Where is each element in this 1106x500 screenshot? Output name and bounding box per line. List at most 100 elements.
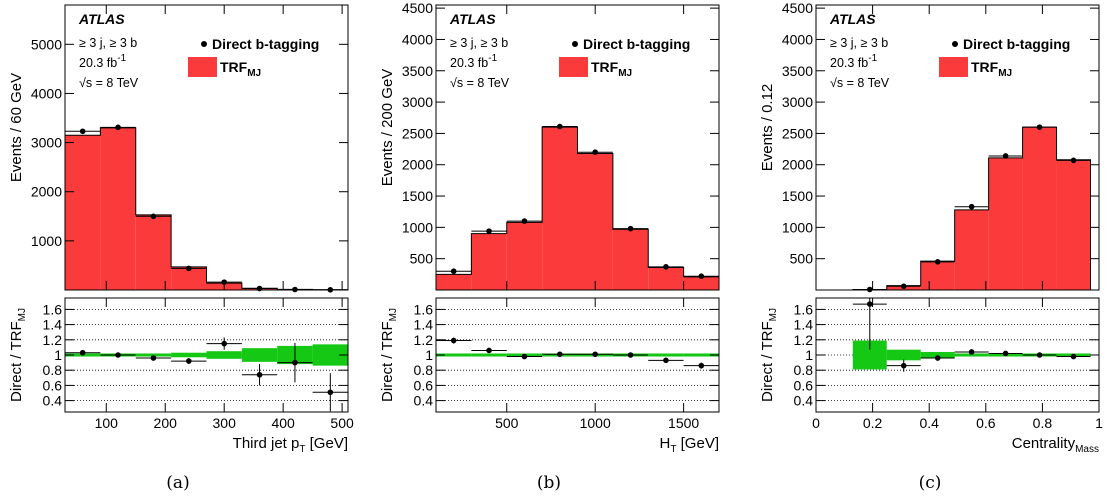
ratio-label-sub: MJ [768, 308, 779, 321]
data-point [934, 259, 941, 265]
energy-value: = 8 TeV [92, 76, 139, 90]
ratio-panel: 0.40.60.811.21.41.6 500 1000 1500 Direct / T… [379, 297, 720, 431]
data-point [968, 203, 975, 210]
legend-mc-swatch [188, 57, 217, 77]
data-points [436, 123, 719, 280]
mc-bar [954, 209, 989, 290]
x-tick-label: 400 [271, 415, 295, 431]
data-point [557, 123, 563, 130]
main-plot-frame [815, 4, 1100, 291]
x-tick-label: 100 [95, 415, 119, 431]
ratio-label-main: Direct / TRF [759, 321, 776, 402]
ratio-point [150, 355, 157, 361]
ratio-uncertainty-band [683, 353, 719, 357]
ratio-y-tick-label: 0.8 [43, 362, 63, 378]
ratio-uncertainty-band [135, 353, 172, 357]
energy-root: √s [79, 76, 92, 90]
ratio-point [627, 352, 634, 358]
x-label-sub: Mass [1075, 444, 1099, 455]
legend-mc-sub: MJ [998, 68, 1012, 79]
ratio-y-tick-label: 0.4 [794, 393, 814, 409]
legend-data-label: Direct b-tagging [212, 36, 319, 52]
ratio-point [900, 362, 907, 369]
ratio-point [221, 340, 227, 347]
panel-caption: (c) [919, 473, 942, 493]
panel-caption: (a) [166, 473, 189, 493]
mc-bar [100, 127, 136, 291]
ratio-uncertainty-band [312, 344, 348, 366]
x-tick-label: 0.4 [919, 415, 939, 431]
ratio-point [698, 362, 705, 369]
mc-outline [435, 126, 720, 290]
legend-data-label: Direct b-tagging [963, 36, 1070, 52]
legend-mc-main: TRF [971, 59, 999, 75]
ratio-uncertainty-band [648, 353, 684, 357]
ratio-label-sub: MJ [388, 308, 399, 321]
ratio-axis-label: Direct / TRFMJ [379, 308, 399, 402]
legend-mc-sub: MJ [618, 68, 632, 79]
legend-mc-label: TRFMJ [971, 59, 1012, 79]
legend-mc-main: TRF [591, 59, 619, 75]
panel-b: 50010001500200025003000350040004500Event… [379, 0, 720, 493]
ratio-uncertainty-band [471, 353, 507, 357]
y-tick-label: 3500 [402, 63, 433, 79]
x-tick-label: 1000 [580, 415, 611, 431]
mc-outline [852, 126, 1092, 291]
energy-value: = 8 TeV [843, 76, 890, 90]
ratio-y-tick-label: 1.2 [794, 332, 814, 348]
main-plot-frame [435, 4, 720, 291]
ratio-panel: 0.40.60.811.21.41.6 100 200 300 400 500 Direct… [8, 297, 354, 431]
luminosity-value: 20.3 fb [79, 56, 117, 70]
mc-bar [436, 274, 472, 290]
x-label-unit: [GeV] [676, 435, 719, 452]
data-point [486, 228, 492, 234]
y-tick-label: 4000 [782, 31, 813, 47]
data-points [852, 124, 1091, 293]
ratio-y-tick-label: 1.6 [414, 301, 434, 317]
luminosity-value: 20.3 fb [830, 56, 868, 70]
mc-bar [65, 135, 101, 290]
x-label-sub: T [670, 444, 676, 455]
ratio-axis-label: Direct / TRFMJ [8, 308, 28, 402]
ratio-y-tick-label: 1 [54, 347, 62, 363]
ratio-y-tick-label: 0.6 [414, 377, 434, 393]
energy-root: √s [450, 76, 463, 90]
energy-label: √s = 8 TeV [450, 76, 510, 90]
ratio-point [934, 355, 941, 361]
ratio-point [1036, 352, 1043, 358]
y-axis-label: Events / 200 GeV [379, 69, 396, 187]
ratio-y-tick-label: 1.4 [414, 317, 434, 333]
x-axis-label: CentralityMass [1012, 435, 1099, 455]
ratio-uncertainty-band [954, 353, 989, 357]
data-point [866, 286, 873, 293]
mc-bar [920, 261, 955, 290]
mc-histogram [64, 127, 349, 291]
y-tick-label: 1000 [402, 219, 433, 235]
x-axis-label: Third jet pT [GeV] [233, 435, 348, 455]
x-label-sub: T [299, 444, 305, 455]
x-label-main: Third jet p [233, 435, 300, 452]
data-point [450, 268, 457, 275]
legend-data-marker [572, 41, 578, 47]
panel-c: 500 1000 1500 2000 2500 3000 3500 4000 4500 Event… [759, 0, 1103, 493]
luminosity-exponent: -1 [868, 53, 877, 64]
mc-bar [542, 127, 578, 291]
mc-bar [988, 157, 1023, 290]
ratio-y-tick-label: 0.8 [414, 362, 434, 378]
y-tick-label: 3000 [31, 135, 62, 151]
legend-mc-main: TRF [220, 59, 248, 75]
y-tick-label: 2000 [782, 157, 813, 173]
ratio-y-tick-label: 0.6 [43, 377, 63, 393]
ratio-point [327, 389, 334, 396]
mc-bar [1022, 127, 1057, 291]
x-tick-label: 0.2 [863, 415, 883, 431]
y-tick-label: 1500 [402, 188, 433, 204]
ratio-point [486, 347, 492, 354]
luminosity-exponent: -1 [488, 53, 497, 64]
ratio-y-tick-label: 0.8 [794, 362, 814, 378]
ratio-y-tick-label: 0.6 [794, 377, 814, 393]
energy-root: √s [830, 76, 843, 90]
x-label-main: H [660, 435, 671, 452]
luminosity-label: 20.3 fb-1 [450, 53, 498, 70]
energy-label: √s = 8 TeV [79, 76, 139, 90]
